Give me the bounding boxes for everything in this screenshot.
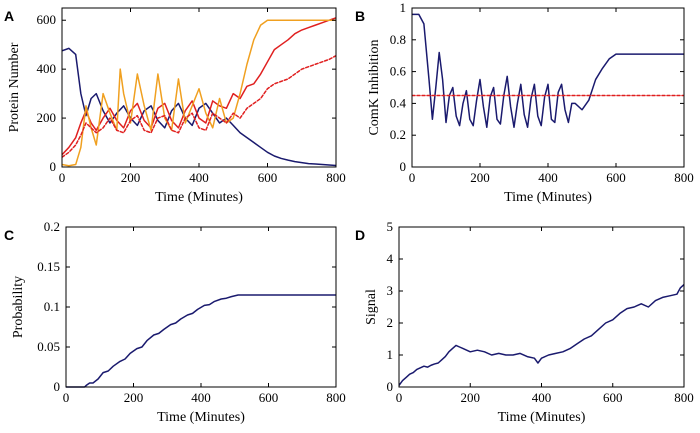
y-tick-label: 400 xyxy=(37,61,57,76)
y-tick-label: 2 xyxy=(387,315,394,330)
panel-d: D 0 200 400 600 800 0 1 2 3 4 5 Time (Minutes) Signal xyxy=(355,219,694,425)
panel-a: A 0 200 400 600 800 0 200 400 600 Time (Minutes) Pr… xyxy=(4,7,346,205)
x-tick-label: 400 xyxy=(191,390,211,405)
y-tick-label: 1 xyxy=(400,0,407,15)
series-red-dotted xyxy=(62,54,336,158)
x-tick-label: 200 xyxy=(121,170,141,185)
panel-c: C 0 200 400 600 800 0 0.05 0.1 0.15 0.2 Time (Minut… xyxy=(4,219,346,425)
x-tick-label: 0 xyxy=(396,390,403,405)
y-axis-title: Signal xyxy=(364,289,379,325)
x-axis-title: Time (Minutes) xyxy=(504,190,592,205)
y-tick-label: 0.6 xyxy=(390,64,407,79)
y-tick-label: 0 xyxy=(400,159,407,174)
x-tick-label: 200 xyxy=(470,170,490,185)
panel-letter: C xyxy=(4,227,14,243)
series-probability xyxy=(66,294,336,388)
plot-frame xyxy=(61,7,337,168)
x-tick-label: 200 xyxy=(124,390,144,405)
series-orange xyxy=(62,19,336,167)
panel-letter: A xyxy=(4,8,14,24)
plot-frame xyxy=(398,226,685,388)
y-tick-label: 0.15 xyxy=(37,259,60,274)
y-tick-label: 0.8 xyxy=(390,32,406,47)
series-red xyxy=(62,17,336,156)
x-tick-label: 0 xyxy=(409,170,416,185)
x-tick-label: 200 xyxy=(461,390,481,405)
y-tick-label: 3 xyxy=(387,283,394,298)
panel-letter: D xyxy=(355,227,365,243)
x-tick-label: 400 xyxy=(532,390,552,405)
x-tick-label: 800 xyxy=(674,390,694,405)
panel-b: B 0 200 400 600 800 0 0.2 0.4 0.6 0.8 1 Time (Minute… xyxy=(355,0,694,205)
x-tick-label: 600 xyxy=(258,170,278,185)
y-tick-label: 0 xyxy=(54,379,61,394)
x-tick-label: 400 xyxy=(189,170,209,185)
x-tick-label: 800 xyxy=(326,170,346,185)
y-tick-label: 200 xyxy=(37,110,57,125)
x-axis-title: Time (Minutes) xyxy=(155,190,243,205)
y-tick-label: 0.2 xyxy=(44,219,60,234)
x-tick-label: 600 xyxy=(259,390,279,405)
y-tick-label: 0.05 xyxy=(37,339,60,354)
y-tick-label: 600 xyxy=(37,12,57,27)
y-tick-label: 0.2 xyxy=(390,127,406,142)
x-tick-label: 800 xyxy=(326,390,346,405)
y-tick-label: 4 xyxy=(387,251,394,266)
x-tick-label: 0 xyxy=(63,390,70,405)
y-tick-label: 0 xyxy=(50,159,57,174)
y-tick-label: 0.1 xyxy=(44,299,60,314)
y-tick-label: 0 xyxy=(387,379,394,394)
x-tick-label: 600 xyxy=(603,390,623,405)
y-tick-label: 0.4 xyxy=(390,95,407,110)
series-navy xyxy=(62,47,336,167)
series-signal xyxy=(399,283,684,387)
x-tick-label: 400 xyxy=(538,170,558,185)
panel-letter: B xyxy=(355,8,365,24)
y-tick-label: 5 xyxy=(387,219,394,234)
x-tick-label: 0 xyxy=(59,170,66,185)
y-axis-title: Probability xyxy=(11,276,26,338)
x-axis-title: Time (Minutes) xyxy=(498,410,586,425)
y-tick-label: 1 xyxy=(387,347,394,362)
y-axis-title: ComK Inhibition xyxy=(367,39,382,135)
x-tick-label: 600 xyxy=(606,170,626,185)
x-tick-label: 800 xyxy=(674,170,694,185)
series-inhibition xyxy=(412,13,684,128)
y-axis-title: Protein Number xyxy=(7,42,22,132)
x-axis-title: Time (Minutes) xyxy=(157,410,245,425)
